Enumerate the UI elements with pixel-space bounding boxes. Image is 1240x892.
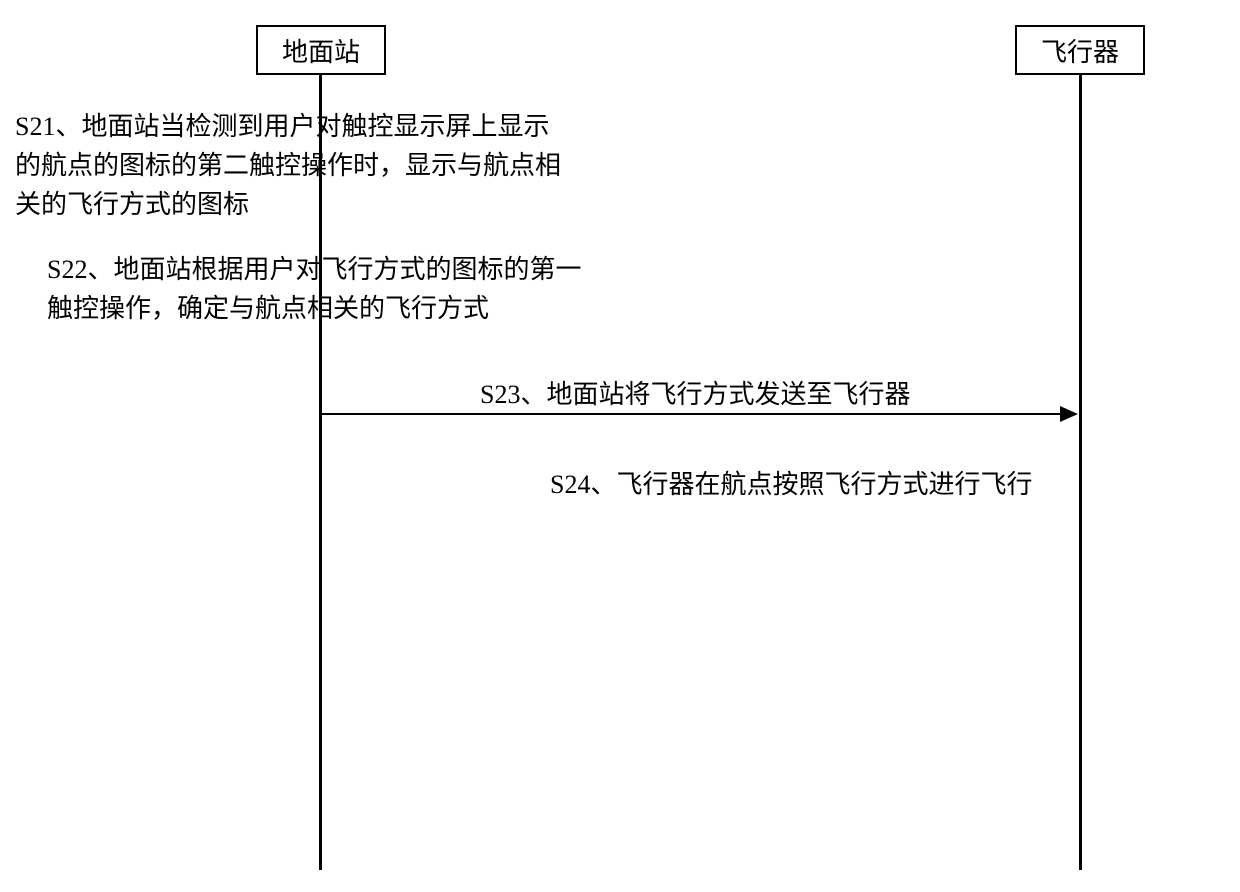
actor-box-ground: 地面站 (256, 25, 386, 75)
actor-label-ground: 地面站 (282, 32, 360, 69)
step-s23: S23、地面站将飞行方式发送至飞行器 (480, 375, 960, 414)
step-s21: S21、地面站当检测到用户对触控显示屏上显示的航点的图标的第二触控操作时，显示与… (15, 107, 575, 224)
step-s24: S24、飞行器在航点按照飞行方式进行飞行 (550, 465, 1090, 504)
step-s22: S22、地面站根据用户对飞行方式的图标的第一触控操作，确定与航点相关的飞行方式 (47, 250, 607, 328)
message-arrow-s23 (322, 413, 1062, 415)
message-arrow-head-s23 (1060, 406, 1078, 422)
actor-label-aircraft: 飞行器 (1041, 32, 1119, 69)
actor-box-aircraft: 飞行器 (1015, 25, 1145, 75)
